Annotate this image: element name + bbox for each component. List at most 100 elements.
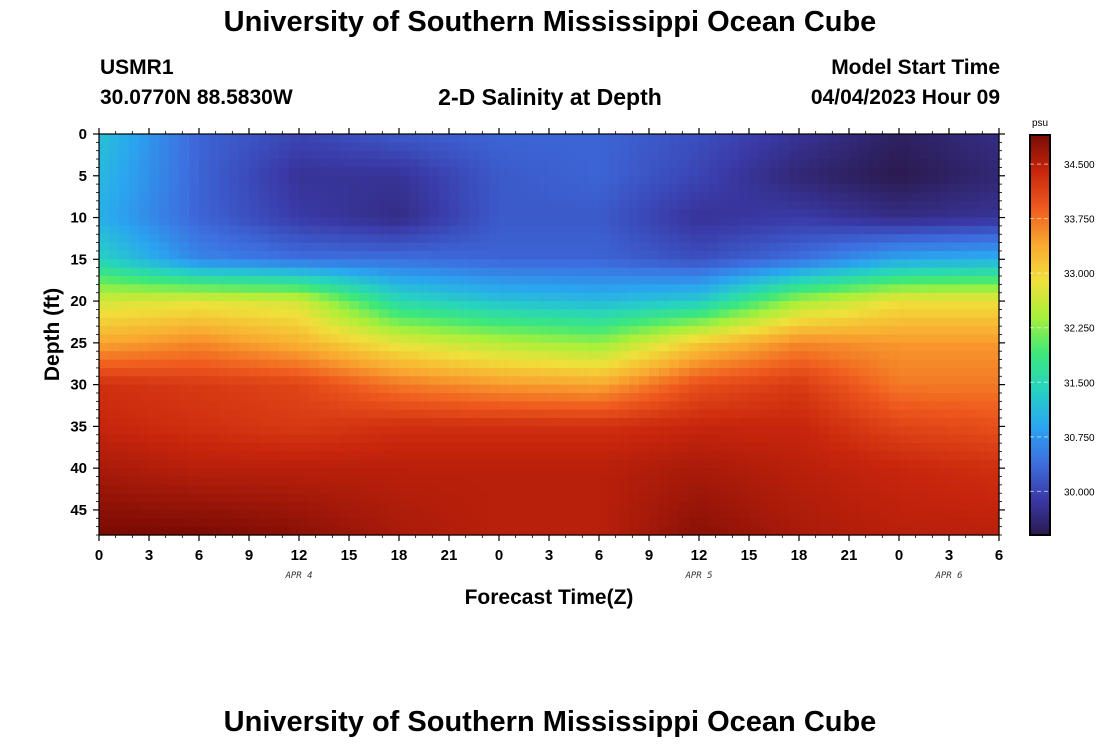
heatmap-cell xyxy=(109,526,120,536)
heatmap-cell xyxy=(399,426,410,436)
heatmap-cell xyxy=(539,526,550,536)
heatmap-cell xyxy=(539,209,550,219)
heatmap-cell xyxy=(249,459,260,469)
heatmap-cell xyxy=(349,276,360,285)
heatmap-cell xyxy=(589,284,600,294)
heatmap-cell xyxy=(189,301,200,311)
heatmap-cell xyxy=(189,367,200,377)
heatmap-cell xyxy=(239,209,250,219)
heatmap-cell xyxy=(879,250,890,260)
heatmap-cell xyxy=(659,367,670,377)
heatmap-cell xyxy=(649,342,660,352)
heatmap-cell xyxy=(199,426,210,436)
heatmap-cell xyxy=(469,225,480,235)
heatmap-cell xyxy=(539,342,550,352)
heatmap-cell xyxy=(809,250,820,260)
heatmap-cell xyxy=(499,184,510,194)
heatmap-cell xyxy=(919,376,930,386)
heatmap-cell xyxy=(219,443,230,453)
heatmap-cell xyxy=(439,392,450,402)
heatmap-cell xyxy=(949,150,960,160)
heatmap-cell xyxy=(189,234,200,244)
heatmap-cell xyxy=(289,501,300,511)
heatmap-cell xyxy=(309,518,320,528)
heatmap-cell xyxy=(199,167,210,177)
heatmap-cell xyxy=(559,150,570,160)
heatmap-cell xyxy=(669,392,680,402)
heatmap-cell xyxy=(639,501,650,511)
heatmap-cell xyxy=(629,468,640,478)
heatmap-cell xyxy=(269,209,280,219)
heatmap-cell xyxy=(409,184,420,194)
heatmap-cell xyxy=(969,526,980,536)
heatmap-cell xyxy=(349,134,360,143)
heatmap-cell xyxy=(259,276,270,285)
heatmap-cell xyxy=(449,384,460,394)
heatmap-cell xyxy=(149,134,160,143)
heatmap-cell xyxy=(129,376,140,386)
heatmap-cell xyxy=(859,301,870,311)
heatmap-cell xyxy=(179,250,190,260)
heatmap-cell xyxy=(979,501,990,511)
heatmap-cell xyxy=(329,434,340,444)
heatmap-cell xyxy=(959,401,970,411)
heatmap-cell xyxy=(459,351,470,361)
heatmap-cell xyxy=(599,234,610,244)
heatmap-cell xyxy=(419,234,430,244)
heatmap-cell xyxy=(419,501,430,511)
heatmap-cell xyxy=(849,234,860,244)
heatmap-cell xyxy=(289,184,300,194)
heatmap-cell xyxy=(669,175,680,185)
heatmap-cell xyxy=(809,418,820,427)
heatmap-cell xyxy=(489,376,500,386)
heatmap-cell xyxy=(539,184,550,194)
heatmap-cell xyxy=(329,367,340,377)
heatmap-cell xyxy=(189,150,200,160)
heatmap-cell xyxy=(409,309,420,319)
heatmap-cell xyxy=(149,292,160,302)
heatmap-cell xyxy=(519,259,530,269)
heatmap-cell xyxy=(789,259,800,269)
heatmap-cell xyxy=(439,426,450,436)
heatmap-cell xyxy=(579,217,590,227)
heatmap-cell xyxy=(979,267,990,277)
heatmap-cell xyxy=(709,284,720,294)
heatmap-cell xyxy=(659,134,670,143)
heatmap-cell xyxy=(639,276,650,285)
heatmap-cell xyxy=(119,384,130,394)
heatmap-cell xyxy=(519,509,530,519)
heatmap-cell xyxy=(529,301,540,311)
heatmap-cell xyxy=(719,250,730,260)
heatmap-cell xyxy=(919,342,930,352)
heatmap-cell xyxy=(869,192,880,202)
heatmap-cell xyxy=(889,309,900,319)
heatmap-cell xyxy=(469,468,480,478)
heatmap-cell xyxy=(989,234,1000,244)
heatmap-cell xyxy=(759,326,770,336)
heatmap-cell xyxy=(349,518,360,528)
heatmap-cell xyxy=(609,376,620,386)
heatmap-cell xyxy=(129,509,140,519)
heatmap-cell xyxy=(119,376,130,386)
heatmap-cell xyxy=(659,234,670,244)
heatmap-cell xyxy=(519,276,530,285)
heatmap-cell xyxy=(639,292,650,302)
heatmap-cell xyxy=(389,526,400,536)
heatmap-cell xyxy=(459,192,470,202)
heatmap-cell xyxy=(629,242,640,252)
heatmap-cell xyxy=(169,384,180,394)
heatmap-cell xyxy=(179,225,190,235)
heatmap-cell xyxy=(909,134,920,143)
heatmap-cell xyxy=(339,142,350,152)
heatmap-cell xyxy=(809,309,820,319)
heatmap-cell xyxy=(559,392,570,402)
heatmap-cell xyxy=(379,159,390,169)
heatmap-cell xyxy=(199,468,210,478)
heatmap-cell xyxy=(119,200,130,210)
heatmap-cell xyxy=(539,326,550,336)
heatmap-cell xyxy=(549,309,560,319)
heatmap-cell xyxy=(639,518,650,528)
heatmap-cell xyxy=(309,351,320,361)
heatmap-cell xyxy=(279,326,290,336)
heatmap-cell xyxy=(389,342,400,352)
